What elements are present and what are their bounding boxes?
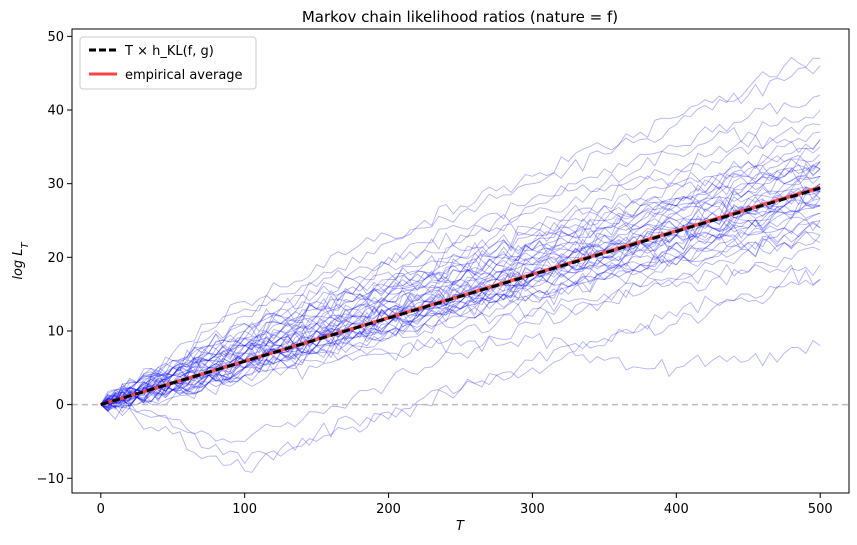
simulated-path [100,332,821,407]
y-tick-label: 40 [47,104,64,119]
legend-label-theory: T × h_KL(f, g) [124,44,214,59]
simulated-path [100,279,821,465]
simulated-path [100,212,821,412]
chart-title: Markov chain likelihood ratios (nature =… [302,8,618,26]
simulated-path [100,222,821,443]
plot-content [72,56,849,473]
simulated-path [100,123,821,408]
simulated-path [100,165,821,405]
legend-label-empirical: empirical average [125,68,243,83]
y-tick-label: −10 [37,472,64,487]
simulated-path [100,220,821,408]
simulated-path [100,167,821,409]
simulated-path [100,159,821,409]
y-axis-label-main: log L [11,248,26,279]
simulated-path [100,109,821,405]
simulated-path [100,174,821,405]
legend: T × h_KL(f, g) empirical average [79,36,257,90]
simulated-path [100,175,821,409]
simulated-path [100,203,821,407]
simulated-path [100,203,821,410]
y-tick-label: 20 [47,251,64,266]
simulated-path [100,139,821,405]
simulated-path [100,162,821,405]
simulated-path [100,264,821,473]
simulated-path [100,183,821,406]
simulated-path [100,187,821,406]
y-tick-label: 10 [47,324,64,339]
x-axis-label: T [456,519,465,534]
simulated-path [100,221,821,409]
simulated-path [100,131,821,407]
x-tick-label: 200 [376,502,401,517]
x-tick-label: 400 [664,502,689,517]
theoretical-kl-line [100,186,821,407]
simulated-path [100,263,821,411]
simulated-path [100,190,821,406]
x-tick-label: 100 [232,502,257,517]
simulated-path [100,164,821,406]
simulated-path [100,65,821,405]
simulated-path [100,188,821,412]
simulated-path [100,139,821,408]
simulated-path [100,210,821,411]
simulated-path [100,56,821,406]
simulated-path [100,153,821,405]
y-axis-label: log LT [11,241,31,279]
x-tick-label: 500 [808,502,833,517]
y-tick-label: 0 [56,398,64,413]
simulated-path [100,146,821,408]
simulated-path [100,175,821,406]
simulated-path [100,192,821,409]
legend-box [79,36,257,90]
simulated-path [100,194,821,407]
y-tick-label: 50 [47,30,64,45]
simulated-path [100,190,821,405]
y-tick-label: 30 [47,177,64,192]
simulated-path [100,234,821,407]
simulated-path [100,218,821,413]
simulated-path [100,183,821,405]
simulated-path [100,158,821,405]
x-tick-label: 0 [97,502,105,517]
simulated-path [100,232,821,408]
x-tick-label: 300 [520,502,545,517]
simulated-path [100,230,821,410]
simulated-path [100,161,821,408]
plot-frame [71,28,850,494]
simulated-path [100,94,821,406]
y-axis-label-subscript: T [20,241,31,248]
simulated-path [100,178,821,407]
axis-ticks: 0 100 200 300 400 500 −10 0 10 20 30 40 50 [37,30,833,517]
simulated-path [100,246,821,412]
